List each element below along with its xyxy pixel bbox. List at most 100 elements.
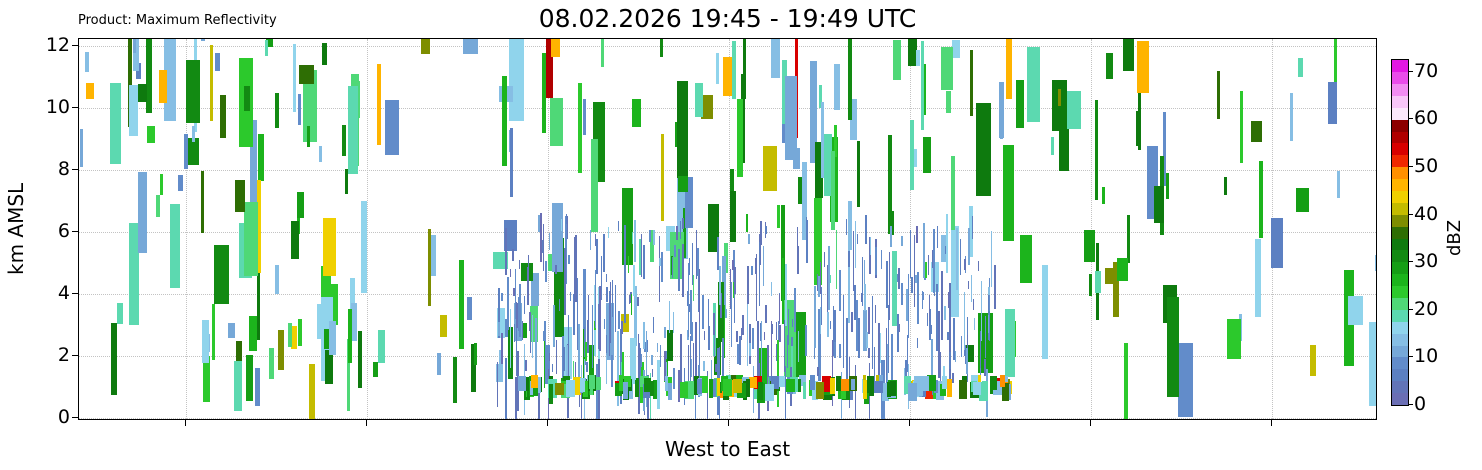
reflectivity-bar xyxy=(994,265,996,309)
reflectivity-bar xyxy=(581,365,582,383)
reflectivity-bar xyxy=(322,43,327,65)
reflectivity-bar xyxy=(1163,112,1166,186)
reflectivity-bar xyxy=(543,224,544,271)
reflectivity-bar xyxy=(848,251,850,267)
reflectivity-bar xyxy=(544,345,550,384)
reflectivity-bar xyxy=(505,358,507,419)
reflectivity-bar xyxy=(651,355,653,365)
reflectivity-bar xyxy=(514,324,515,342)
reflectivity-bar xyxy=(930,325,932,334)
reflectivity-bar xyxy=(673,368,675,389)
reflectivity-bar xyxy=(659,236,660,302)
colorbar-segment xyxy=(1392,107,1408,120)
reflectivity-bar xyxy=(1375,255,1376,271)
reflectivity-bar xyxy=(683,208,686,258)
reflectivity-bar xyxy=(798,331,799,362)
reflectivity-bar xyxy=(220,95,226,138)
reflectivity-bar xyxy=(611,355,613,387)
reflectivity-bar xyxy=(664,351,666,381)
reflectivity-bar xyxy=(820,307,821,334)
reflectivity-bar xyxy=(236,341,242,374)
reflectivity-bar xyxy=(810,375,815,390)
reflectivity-bar xyxy=(669,301,670,333)
reflectivity-bar xyxy=(544,321,546,346)
colorbar-segment xyxy=(1392,60,1408,73)
reflectivity-bar xyxy=(555,265,557,274)
reflectivity-bar xyxy=(890,226,892,247)
reflectivity-bar xyxy=(765,384,774,401)
reflectivity-bar xyxy=(1147,146,1158,219)
reflectivity-bar xyxy=(968,228,970,265)
reflectivity-bar xyxy=(758,382,763,400)
reflectivity-bar xyxy=(888,135,892,234)
reflectivity-bar xyxy=(644,378,651,392)
gridline-v xyxy=(548,39,549,419)
reflectivity-bar xyxy=(244,86,250,111)
colorbar-segment xyxy=(1392,286,1408,298)
reflectivity-bar xyxy=(147,126,155,143)
reflectivity-bar xyxy=(787,335,788,368)
reflectivity-bar xyxy=(798,177,802,204)
reflectivity-bar xyxy=(886,261,888,308)
reflectivity-bar xyxy=(559,299,560,311)
reflectivity-bar xyxy=(291,221,299,259)
reflectivity-bar xyxy=(916,226,918,243)
reflectivity-bar xyxy=(453,357,457,403)
reflectivity-bar xyxy=(834,326,836,358)
reflectivity-bar xyxy=(549,353,550,361)
reflectivity-bar xyxy=(751,266,753,275)
reflectivity-bar xyxy=(848,39,852,120)
reflectivity-bar xyxy=(693,343,694,385)
reflectivity-bar xyxy=(863,310,867,351)
reflectivity-bar xyxy=(331,284,338,325)
reflectivity-bar xyxy=(951,226,959,317)
reflectivity-bar xyxy=(630,338,636,384)
reflectivity-bar xyxy=(946,214,948,273)
reflectivity-bar xyxy=(568,315,569,366)
reflectivity-bar xyxy=(708,204,719,252)
reflectivity-bar xyxy=(923,376,929,391)
reflectivity-bar xyxy=(317,304,321,339)
reflectivity-bar xyxy=(606,287,608,302)
reflectivity-bar xyxy=(911,277,913,293)
reflectivity-bar xyxy=(978,261,979,271)
reflectivity-bar xyxy=(765,226,767,234)
reflectivity-bar xyxy=(855,365,856,419)
reflectivity-bar xyxy=(756,254,757,321)
reflectivity-bar xyxy=(933,229,935,293)
colorbar-segment xyxy=(1392,309,1408,322)
reflectivity-bar xyxy=(525,360,527,371)
reflectivity-bar xyxy=(507,277,509,330)
reflectivity-bar xyxy=(591,139,598,232)
gridline-h xyxy=(79,356,1376,357)
reflectivity-bar xyxy=(146,39,152,113)
reflectivity-bar xyxy=(759,242,760,306)
reflectivity-bar xyxy=(722,256,726,314)
reflectivity-bar xyxy=(697,248,699,276)
reflectivity-bar xyxy=(970,50,973,116)
colorbar-segment xyxy=(1392,274,1408,287)
reflectivity-bar xyxy=(960,239,961,275)
reflectivity-bar xyxy=(677,81,688,178)
reflectivity-bar xyxy=(981,281,982,341)
reflectivity-bar xyxy=(1003,145,1014,241)
reflectivity-bar xyxy=(1259,161,1263,238)
reflectivity-bar xyxy=(515,269,516,319)
reflectivity-bar xyxy=(647,340,648,352)
reflectivity-bar xyxy=(760,221,762,245)
reflectivity-bar xyxy=(549,233,550,250)
reflectivity-bar xyxy=(257,271,260,340)
reflectivity-bar xyxy=(568,255,570,264)
reflectivity-bar xyxy=(834,310,836,342)
reflectivity-bar xyxy=(799,375,806,386)
y-tick-label: 2 xyxy=(57,344,70,366)
reflectivity-bar xyxy=(875,247,877,275)
reflectivity-bar xyxy=(1251,121,1262,142)
reflectivity-bar xyxy=(897,314,899,352)
reflectivity-bar xyxy=(329,321,336,355)
reflectivity-bar xyxy=(378,330,385,363)
reflectivity-bar xyxy=(608,227,609,238)
reflectivity-bar xyxy=(901,283,903,305)
reflectivity-bar xyxy=(908,39,917,66)
reflectivity-bar xyxy=(471,344,476,392)
